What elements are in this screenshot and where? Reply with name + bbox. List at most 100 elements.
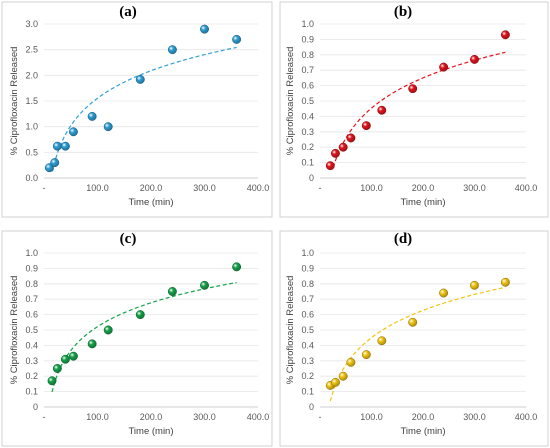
y-tick-label: 0.4 <box>25 340 38 350</box>
x-axis-title: Time (min) <box>128 426 173 437</box>
data-point <box>377 336 387 346</box>
y-tick-label: 0.7 <box>301 65 314 75</box>
data-point <box>52 141 62 151</box>
y-tick-label: 0.8 <box>301 50 314 60</box>
data-point <box>103 325 113 335</box>
data-point <box>167 287 177 296</box>
y-tick-label: 0.5 <box>25 325 38 335</box>
y-tick-label: 0.9 <box>301 34 314 44</box>
y-tick-label: 1.0 <box>25 122 38 132</box>
trendline <box>329 286 506 402</box>
data-point <box>439 62 449 72</box>
chart-frame <box>279 1 549 218</box>
y-tick-label: 0.4 <box>301 111 314 121</box>
y-tick-label: 0 <box>309 402 314 412</box>
x-tick-label: - <box>319 183 322 193</box>
y-tick-label: 0.2 <box>301 371 314 381</box>
y-tick-label: 0.1 <box>301 158 314 168</box>
data-point <box>87 339 97 349</box>
data-point <box>87 111 97 121</box>
y-tick-label: 0.5 <box>301 325 314 335</box>
x-tick-label: - <box>319 412 322 422</box>
y-tick-label: 1.5 <box>25 96 38 106</box>
chart-panel-d: (d) 0 0.1 0.2 0.3 0.4 0.5 0.6 0.7 0.8 0.9 1.0 - 100.0… <box>279 230 549 447</box>
x-axis-title: Time (min) <box>400 426 445 437</box>
x-tick-label: 200.0 <box>412 183 435 193</box>
y-tick-label: 0.3 <box>25 356 38 366</box>
data-point <box>331 148 340 158</box>
chart-title: (d) <box>394 231 412 247</box>
x-tick-label: 400.0 <box>247 412 270 422</box>
y-tick-label: 0.5 <box>25 147 38 157</box>
data-point <box>361 121 371 131</box>
x-tick-label: 200.0 <box>140 183 163 193</box>
x-tick-label: 400.0 <box>515 183 538 193</box>
y-tick-label: 1.0 <box>301 248 314 258</box>
y-tick-label: 0.2 <box>25 371 38 381</box>
y-tick-label: 3.0 <box>25 19 38 29</box>
data-point <box>47 376 57 386</box>
chart-title: (c) <box>120 231 137 247</box>
data-point <box>500 30 510 40</box>
y-tick-label: 0.1 <box>25 387 38 397</box>
x-tick-label: 200.0 <box>412 412 435 422</box>
data-point <box>377 105 387 115</box>
data-point <box>470 280 479 290</box>
x-tick-label: 100.0 <box>360 412 383 422</box>
data-point <box>439 288 449 298</box>
chart-title: (b) <box>394 4 412 20</box>
chart-panel-b: (b) 0 0.1 0.2 0.3 0.4 0.5 0.6 0.7 0.8 0.9 1.0 - 100.0… <box>279 1 549 218</box>
y-tick-label: 0.7 <box>301 294 314 304</box>
y-tick-label: 0 <box>309 173 314 183</box>
data-point <box>470 54 479 64</box>
data-point <box>325 161 335 171</box>
y-tick-label: 0.6 <box>25 310 38 320</box>
x-tick-label: 100.0 <box>86 412 109 422</box>
chart-frame <box>1 1 273 218</box>
y-tick-label: 1.0 <box>25 248 38 258</box>
data-point <box>68 351 78 361</box>
x-tick-label: 300.0 <box>463 412 486 422</box>
data-point <box>200 24 209 34</box>
data-point <box>331 377 340 387</box>
x-tick-label: 400.0 <box>247 183 270 193</box>
x-tick-label: 300.0 <box>463 183 486 193</box>
data-point <box>60 354 70 364</box>
y-tick-label: 0.6 <box>301 310 314 320</box>
x-tick-label: 300.0 <box>193 183 216 193</box>
chart-frame <box>1 230 273 447</box>
data-point <box>338 371 348 381</box>
x-tick-label: - <box>43 412 46 422</box>
data-point <box>52 364 62 373</box>
data-point <box>60 141 70 151</box>
y-axis-title: % Ciprofloxacin Released <box>9 47 20 156</box>
data-point <box>408 84 418 94</box>
y-tick-label: 0.3 <box>301 127 314 137</box>
data-point <box>346 133 356 143</box>
data-point <box>68 127 78 137</box>
data-point <box>408 317 418 327</box>
data-point <box>167 45 177 55</box>
data-point <box>50 158 60 168</box>
x-tick-label: 200.0 <box>140 412 163 422</box>
data-point <box>232 34 242 44</box>
y-tick-label: 1.0 <box>301 19 314 29</box>
data-point <box>361 350 371 360</box>
y-tick-label: 0.1 <box>301 387 314 397</box>
x-axis-title: Time (min) <box>128 197 173 208</box>
y-tick-label: 0.4 <box>301 340 314 350</box>
y-axis-title: % Ciprofloxacin Released <box>285 47 296 156</box>
y-tick-label: 0.0 <box>25 173 38 183</box>
data-point <box>500 277 510 287</box>
y-tick-label: 0.9 <box>25 263 38 273</box>
y-tick-label: 0.9 <box>301 263 314 273</box>
y-axis-title: % Ciprofloxacin Released <box>285 276 296 385</box>
x-axis-title: Time (min) <box>400 197 445 208</box>
data-point <box>346 357 356 367</box>
data-point <box>200 280 209 290</box>
x-tick-label: - <box>43 183 46 193</box>
y-tick-label: 0.7 <box>25 294 38 304</box>
chart-title: (a) <box>119 4 137 20</box>
chart-frame <box>279 230 549 447</box>
trendline <box>332 51 506 168</box>
